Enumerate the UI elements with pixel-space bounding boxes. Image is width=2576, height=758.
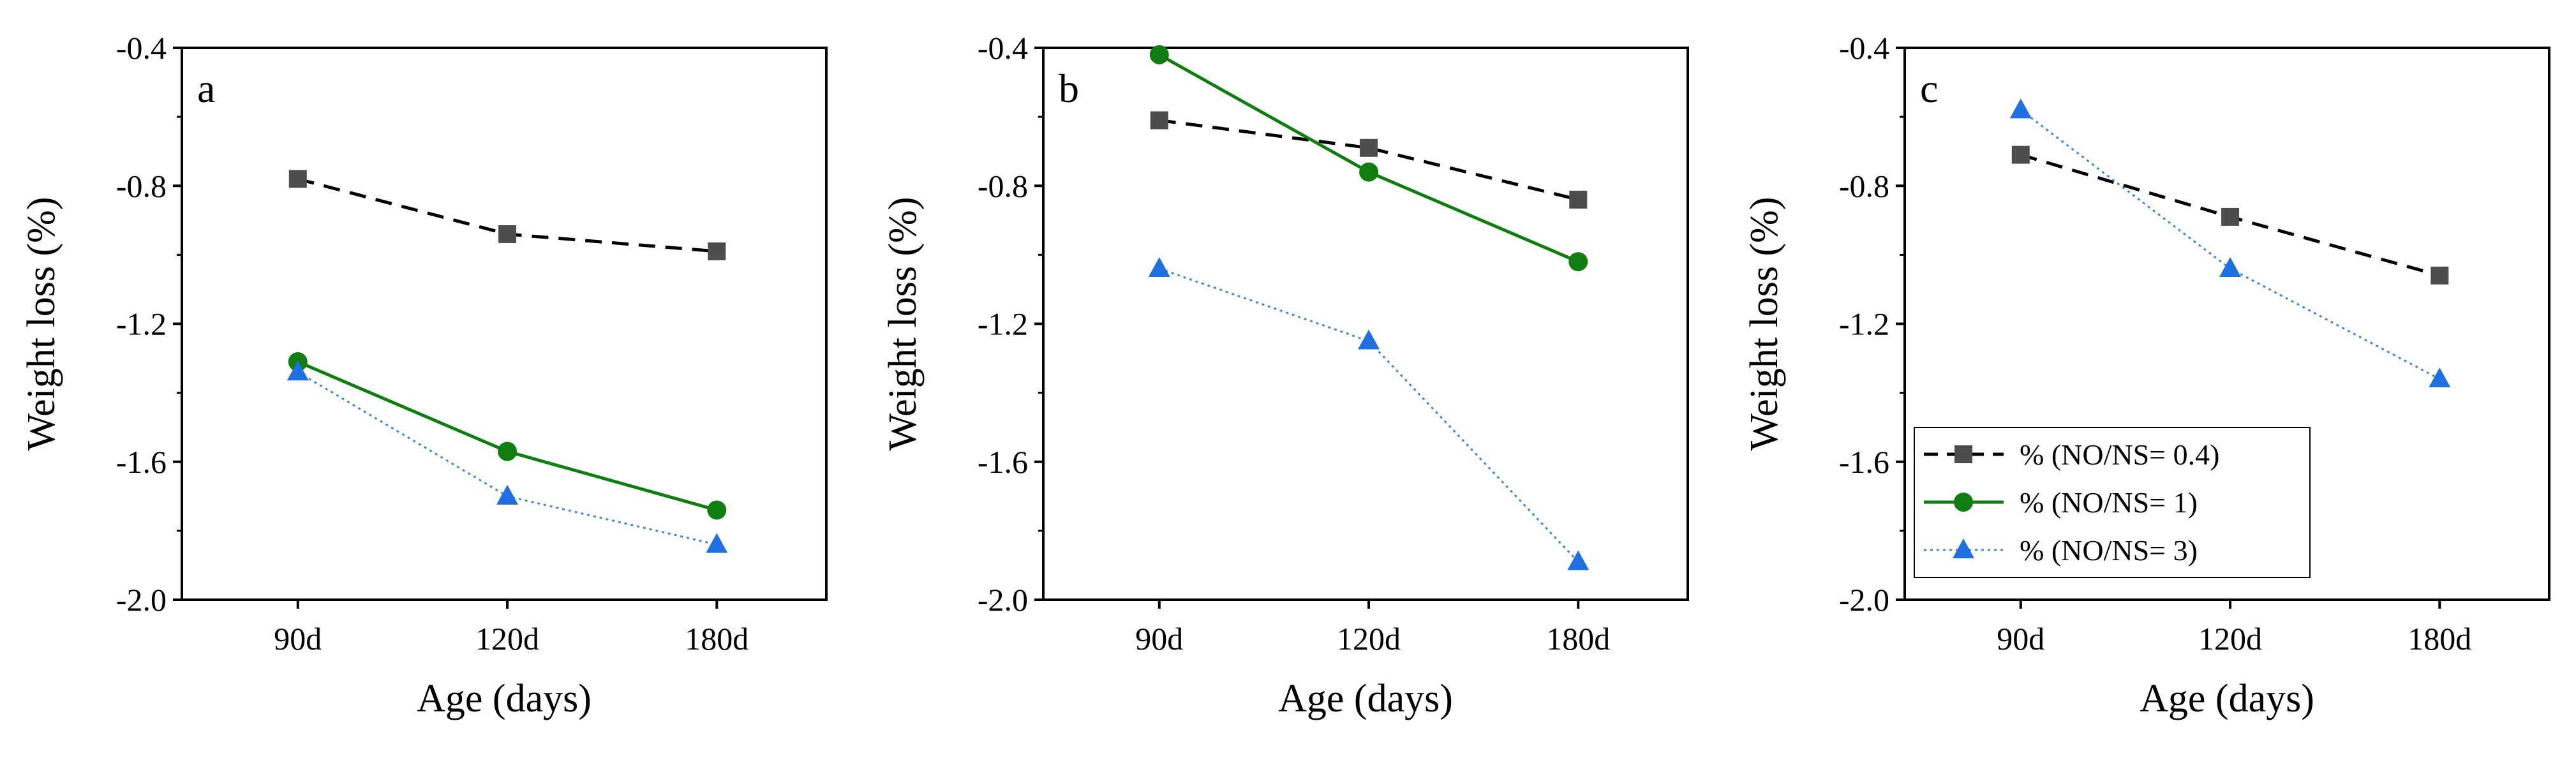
data-point <box>1569 190 1588 209</box>
data-point <box>498 225 517 243</box>
y-axis-title: Weight loss (%) <box>20 197 63 451</box>
y-tick-label: -0.8 <box>116 168 167 204</box>
data-point <box>2221 207 2240 226</box>
data-point <box>707 500 727 520</box>
data-point <box>706 533 728 553</box>
y-axis-title: Weight loss (%) <box>881 197 925 451</box>
data-point <box>1360 138 1378 157</box>
legend-marker <box>1953 539 1974 558</box>
plot-frame <box>1042 47 1689 601</box>
y-axis-title: Weight loss (%) <box>1743 197 1786 451</box>
x-axis-title: Age (days) <box>417 677 592 720</box>
data-point <box>1149 45 1169 64</box>
y-tick-label: -0.4 <box>978 30 1028 66</box>
x-tick-label: 180d <box>2408 621 2471 657</box>
y-tick-label: -2.0 <box>1839 582 1889 618</box>
data-point <box>288 170 307 188</box>
legend-label: % (NO/NS= 1) <box>2020 486 2198 519</box>
legend-label: % (NO/NS= 0.4) <box>2020 438 2219 471</box>
x-tick-label: 120d <box>475 621 539 657</box>
y-tick-label: -0.4 <box>1839 30 1889 66</box>
x-tick-label: 90d <box>1997 621 2044 657</box>
data-point <box>1148 257 1170 277</box>
y-tick-label: -0.8 <box>1839 168 1889 204</box>
x-axis-title: Age (days) <box>1278 677 1453 720</box>
y-tick-label: -0.4 <box>116 30 167 66</box>
y-tick-label: -1.2 <box>1839 306 1889 342</box>
panel-letter: c <box>1920 66 1938 111</box>
data-point <box>2011 145 2030 164</box>
y-tick-label: -1.6 <box>978 444 1028 480</box>
x-axis-title: Age (days) <box>2140 677 2314 720</box>
y-tick-label: -1.2 <box>978 306 1028 342</box>
series-line <box>1159 119 1579 202</box>
data-point <box>1568 252 1588 272</box>
data-point <box>496 484 519 505</box>
legend: % (NO/NS= 0.4) % (NO/NS= 1) % (NO/NS= 3) <box>1914 427 2311 578</box>
x-tick-label: 90d <box>274 621 322 657</box>
y-tick-label: -0.8 <box>978 168 1028 204</box>
x-tick-label: 180d <box>1546 621 1610 657</box>
data-point <box>2219 257 2242 277</box>
x-tick-label: 120d <box>1337 621 1401 657</box>
panel-b: -0.4 -0.8 -1.2 -1.6 -2.0 90d 120d 180d Age (days… <box>881 30 1689 720</box>
data-point <box>2429 368 2451 387</box>
series-line <box>2020 109 2440 380</box>
x-tick-label: 90d <box>1135 621 1183 657</box>
legend-marker <box>1954 493 1973 512</box>
series-line <box>1159 267 1579 563</box>
legend-marker <box>1954 445 1972 463</box>
panel-a: -0.4 -0.8 -1.2 -1.6 -2.0 90d 120d 180d Age (days… <box>20 30 828 720</box>
legend-label: % (NO/NS= 3) <box>2020 534 2198 567</box>
data-point <box>2431 266 2449 285</box>
data-point <box>1359 162 1379 182</box>
panel-c: -0.4 -0.8 -1.2 -1.6 -2.0 90d 120d 180d Age (days… <box>1743 30 2550 720</box>
data-point <box>498 442 517 461</box>
x-tick-label: 120d <box>2198 621 2262 657</box>
data-point <box>1150 111 1168 130</box>
panel-letter: b <box>1059 66 1079 111</box>
y-tick-label: -2.0 <box>978 582 1028 618</box>
panel-letter: a <box>197 66 215 111</box>
data-point <box>1567 550 1590 570</box>
data-point <box>1358 329 1380 350</box>
data-point <box>2009 98 2032 119</box>
y-tick-label: -2.0 <box>116 582 167 618</box>
y-tick-label: -1.2 <box>116 306 167 342</box>
x-tick-label: 180d <box>685 621 748 657</box>
data-point <box>287 360 309 381</box>
y-tick-label: -1.6 <box>1839 444 1889 480</box>
data-point <box>708 242 726 260</box>
series-line <box>1158 53 1579 264</box>
plot-frame <box>181 47 828 601</box>
y-tick-label: -1.6 <box>116 444 167 480</box>
